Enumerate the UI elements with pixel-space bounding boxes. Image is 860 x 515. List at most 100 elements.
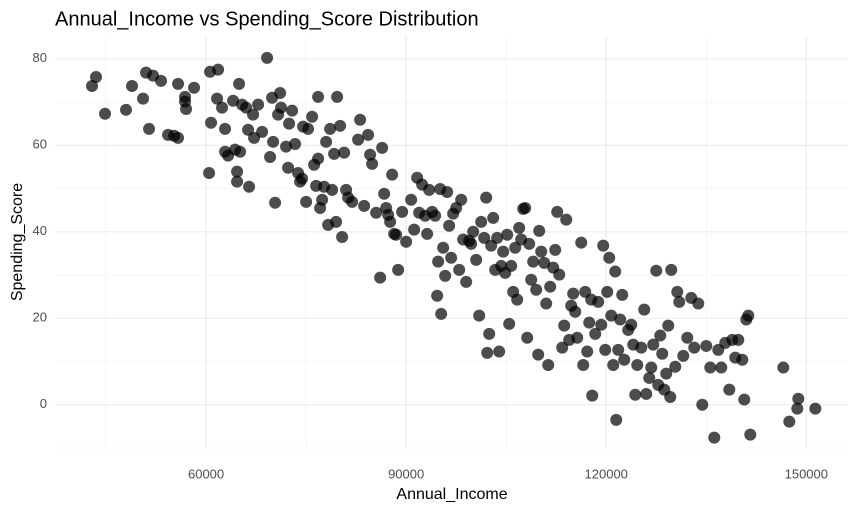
point — [544, 280, 557, 293]
point — [635, 341, 648, 354]
point — [243, 180, 256, 193]
point — [435, 307, 448, 320]
point — [386, 168, 399, 181]
point — [432, 255, 445, 268]
point — [378, 187, 391, 200]
point — [143, 122, 156, 135]
point — [677, 349, 690, 362]
point — [654, 329, 667, 342]
point — [481, 346, 494, 359]
point — [700, 339, 713, 352]
point — [234, 145, 247, 158]
point — [203, 166, 216, 179]
y-tick-label: 60 — [33, 137, 47, 152]
point — [354, 113, 367, 126]
point — [346, 195, 359, 208]
point — [607, 358, 620, 371]
point — [656, 347, 669, 360]
point — [280, 140, 293, 153]
point — [252, 98, 265, 111]
point — [180, 102, 193, 115]
point — [478, 231, 491, 244]
point — [742, 309, 755, 322]
point — [569, 305, 582, 318]
point — [366, 157, 379, 170]
point — [614, 313, 627, 326]
point — [483, 327, 496, 340]
point — [671, 285, 684, 298]
point — [429, 209, 442, 222]
point — [331, 90, 344, 103]
point — [605, 309, 618, 322]
point — [616, 288, 629, 301]
point — [358, 199, 371, 212]
point — [575, 236, 588, 249]
point — [364, 148, 377, 161]
y-tick-label: 80 — [33, 50, 47, 65]
point — [306, 110, 319, 123]
point — [503, 317, 516, 330]
y-tick-label: 40 — [33, 223, 47, 238]
point — [396, 205, 409, 218]
point — [384, 215, 397, 228]
point — [296, 172, 309, 185]
point — [715, 361, 728, 374]
point — [460, 275, 473, 288]
chart-title: Annual_Income vs Spending_Score Distribu… — [55, 8, 479, 30]
point — [233, 77, 246, 90]
point — [783, 415, 796, 428]
point — [431, 289, 444, 302]
point — [338, 146, 351, 159]
point — [692, 297, 705, 310]
x-tick-label: 150000 — [785, 466, 828, 481]
point — [532, 348, 545, 361]
point — [439, 269, 452, 282]
point — [556, 341, 569, 354]
y-axis-label: Spending_Score — [9, 183, 26, 301]
point — [527, 255, 540, 268]
point — [538, 256, 551, 269]
point — [374, 271, 387, 284]
point — [392, 263, 405, 276]
point — [211, 92, 224, 105]
point — [708, 431, 721, 444]
point — [631, 358, 644, 371]
point — [525, 273, 538, 286]
point — [809, 402, 822, 415]
point — [264, 150, 277, 163]
point — [467, 225, 480, 238]
point — [664, 390, 677, 403]
point — [328, 147, 341, 160]
point — [289, 137, 302, 150]
point — [400, 235, 413, 248]
point — [324, 122, 337, 135]
point — [475, 215, 488, 228]
point — [188, 81, 201, 94]
point — [521, 331, 534, 344]
point — [530, 283, 543, 296]
point — [535, 245, 548, 258]
x-tick-label: 120000 — [585, 466, 628, 481]
point — [581, 345, 594, 358]
point — [473, 309, 486, 322]
point — [723, 383, 736, 396]
point — [219, 122, 232, 135]
point — [688, 341, 701, 354]
point — [519, 201, 532, 214]
point — [645, 361, 658, 374]
point — [470, 253, 483, 266]
point — [501, 228, 514, 241]
point — [513, 221, 526, 234]
point — [791, 402, 804, 415]
point — [362, 128, 375, 141]
point — [583, 316, 596, 329]
point — [390, 228, 403, 241]
point — [597, 239, 610, 252]
point — [601, 285, 614, 298]
x-tick-label: 60000 — [188, 466, 224, 481]
point — [738, 393, 751, 406]
point — [533, 224, 546, 237]
point — [665, 263, 678, 276]
point — [736, 353, 749, 366]
